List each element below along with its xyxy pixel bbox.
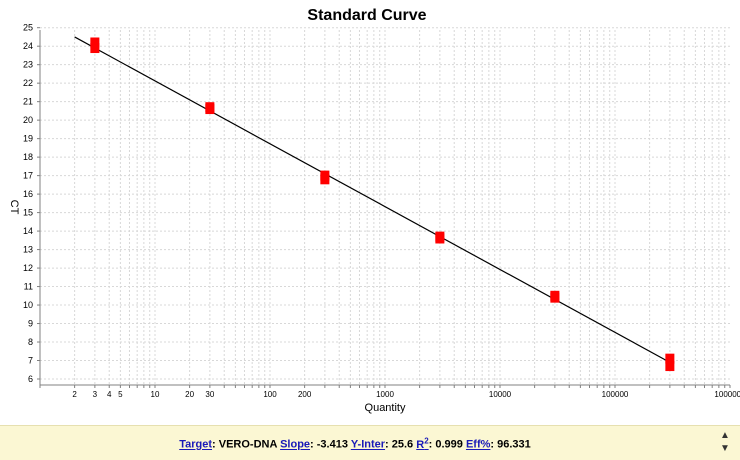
target-link[interactable]: Target [179, 438, 213, 451]
r2-label: R [416, 438, 425, 451]
y-tick-label: 12 [23, 263, 33, 273]
fit-line [74, 36, 671, 363]
y-tick-label: 11 [24, 282, 33, 292]
target-value: : VERO-DNA [212, 438, 281, 451]
y-tick-label: 24 [23, 41, 33, 51]
y-tick-label: 13 [23, 245, 33, 255]
scroll-control[interactable]: ▲ ▼ [718, 429, 732, 457]
slope-link[interactable]: Slope [280, 438, 311, 451]
y-tick-label: 8 [28, 337, 33, 347]
yinter-link[interactable]: Y-Inter [350, 438, 386, 451]
y-tick-label: 21 [23, 97, 33, 107]
x-tick-label: 4 [107, 390, 112, 399]
data-point [90, 43, 100, 54]
x-tick-label: 10 [151, 390, 160, 399]
x-tick-label: 2 [72, 390, 77, 399]
x-tick-label: 30 [205, 390, 214, 399]
y-tick-label: 18 [23, 152, 33, 162]
y-tick-label: 23 [23, 60, 33, 70]
data-point [550, 292, 560, 303]
r2-value: : 0.999 [428, 438, 466, 451]
slope-value: : -3.413 [310, 438, 351, 451]
data-point [665, 353, 675, 364]
eff-value: : 96.331 [490, 438, 531, 451]
y-tick-label: 7 [28, 356, 33, 366]
yinter-value: : 25.6 [385, 438, 417, 451]
y-tick-label: 9 [28, 319, 33, 329]
y-tick-label: 19 [23, 134, 33, 144]
x-tick-label: 10000 [489, 390, 512, 399]
x-tick-label: 100 [263, 390, 277, 399]
x-tick-label: 20 [185, 390, 194, 399]
y-tick-label: 16 [23, 189, 33, 199]
x-tick-label: 3 [93, 390, 98, 399]
x-tick-label: 1000 [376, 390, 394, 399]
x-tick-label: 1000000 [714, 390, 740, 399]
y-tick-label: 15 [23, 208, 33, 218]
y-tick-label: 25 [23, 23, 33, 33]
r2-superscript: 2 [424, 436, 429, 445]
r2-link[interactable]: R2 [416, 436, 429, 451]
x-tick-label: 5 [118, 390, 123, 399]
x-axis-title: Quantity [365, 402, 406, 414]
data-point [665, 361, 675, 372]
x-tick-label: 100000 [602, 390, 629, 399]
y-tick-label: 20 [23, 115, 33, 125]
scroll-up-icon[interactable]: ▲ [720, 430, 730, 441]
status-bar: Target: VERO-DNA Slope: -3.413 Y-Inter: … [0, 425, 740, 460]
status-text: Target: VERO-DNA Slope: -3.413 Y-Inter: … [0, 436, 710, 451]
y-tick-label: 22 [23, 78, 33, 88]
data-point [435, 233, 445, 244]
y-tick-label: 10 [23, 300, 33, 310]
y-axis-title: CT [8, 200, 20, 215]
scroll-down-icon[interactable]: ▼ [720, 443, 730, 454]
y-tick-label: 6 [28, 374, 33, 384]
eff-link[interactable]: Eff% [465, 438, 491, 451]
data-point [90, 37, 100, 48]
y-tick-label: 14 [23, 226, 33, 236]
x-tick-label: 200 [298, 390, 312, 399]
chart-title: Standard Curve [307, 7, 426, 24]
data-point [205, 104, 215, 115]
y-tick-label: 17 [23, 171, 33, 181]
standard-curve-chart: 6 7 8 9 10 11 12 13 14 15 16 17 18 19 20 21 22 23 24 25 2 3 4 5… [8, 7, 740, 414]
data-point [320, 174, 330, 185]
